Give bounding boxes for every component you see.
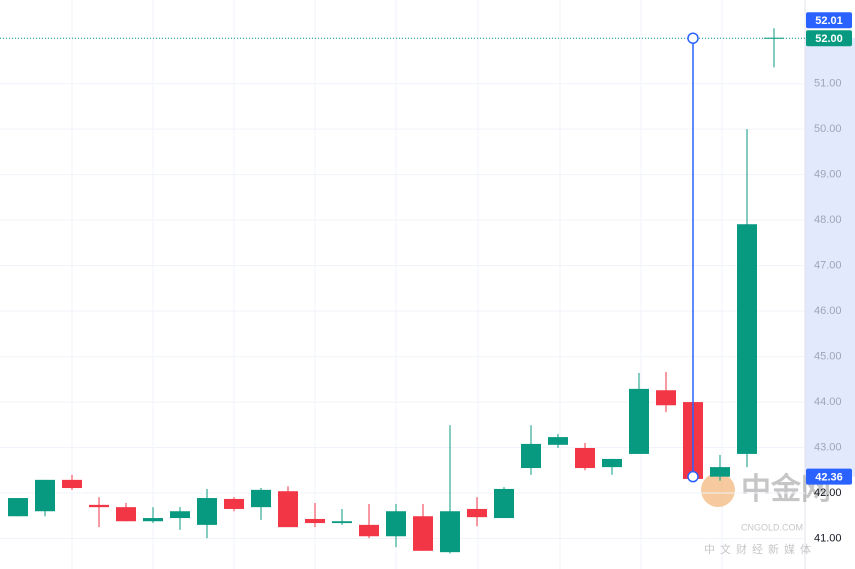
candle-body [116, 507, 136, 522]
candle-body [548, 437, 568, 445]
candle-body [359, 524, 379, 537]
candle-body [170, 511, 190, 519]
candle-body [521, 443, 541, 469]
candle-body [467, 508, 487, 518]
price-tag-label: 52.00 [815, 33, 843, 45]
y-tick-label: 41.00 [814, 532, 842, 544]
watermark-logo [701, 473, 735, 507]
candle-body [89, 504, 109, 508]
watermark: 中金网 CNGOLD.COM 中文财经新媒体 [701, 472, 831, 556]
price-tag [806, 468, 852, 485]
candle-body [386, 511, 406, 537]
candle-body [143, 518, 163, 522]
candle-body [251, 489, 271, 508]
vertical-grid [71, 0, 723, 569]
candle-body [737, 224, 757, 454]
candle-body [575, 448, 595, 469]
watermark-site: CNGOLD.COM [741, 522, 803, 532]
candle-body [602, 458, 622, 468]
price-tag [806, 30, 852, 47]
candle-body [305, 518, 325, 524]
y-tick-label: 42.00 [814, 487, 842, 499]
candle-body [656, 390, 676, 406]
horizontal-grid [0, 37, 805, 540]
candle-body [413, 516, 433, 551]
candle-body [494, 488, 514, 519]
candle-body [35, 479, 55, 512]
axis-range-highlight [805, 37, 855, 477]
candle-body [224, 498, 244, 509]
candle-body [710, 467, 730, 477]
price-tag-label: 42.36 [815, 472, 843, 484]
measure-handle [687, 470, 699, 483]
candle-body [278, 491, 298, 528]
candle-body [440, 511, 460, 553]
candle-body [629, 388, 649, 454]
measure-handle [687, 32, 699, 44]
watermark-slogan: 中文财经新媒体 [704, 542, 816, 556]
candle-body [62, 479, 82, 489]
candle-body [332, 521, 352, 524]
candle-body [197, 498, 217, 525]
price-tag [806, 12, 852, 29]
candle-body [8, 498, 28, 517]
price-tag-label: 52.01 [815, 15, 843, 27]
